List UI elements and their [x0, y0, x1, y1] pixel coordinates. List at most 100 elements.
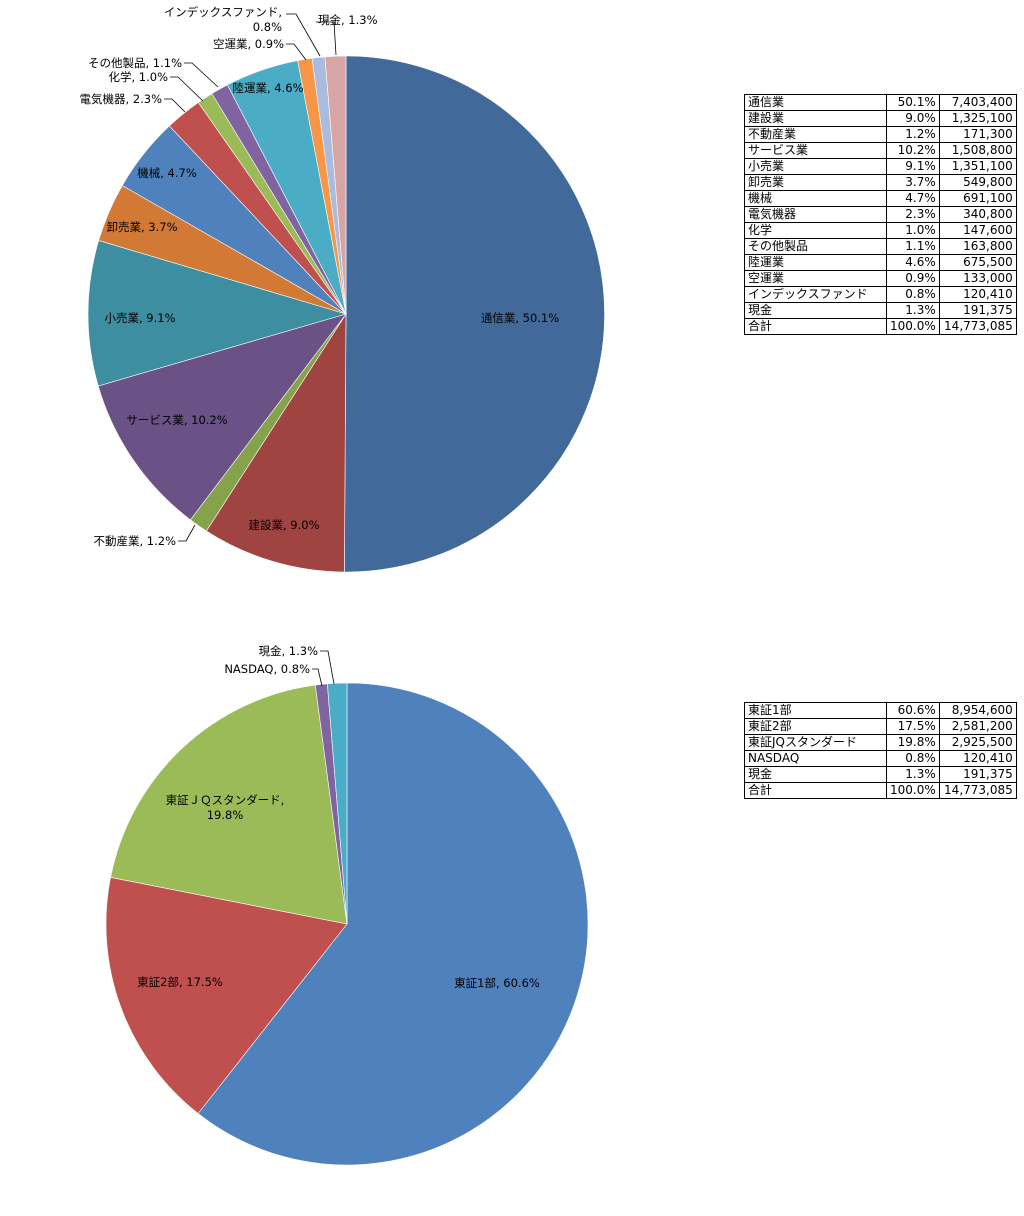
table-cell-label: 合計	[744, 318, 887, 335]
leader-line-5	[320, 650, 335, 685]
pie-slice-3	[110, 684, 348, 925]
table-row: 合計 100.0% 14,773,085	[744, 318, 1017, 335]
table-cell-percent: 100.0%	[886, 318, 940, 335]
pie-slice-1	[197, 682, 589, 1166]
table-cell-percent: 60.6%	[886, 702, 940, 719]
table-cell-label: 電気機器	[744, 206, 887, 223]
table-row: インデックスファンド 0.8% 120,410	[744, 286, 1017, 303]
table-cell-label: サービス業	[744, 142, 887, 159]
table-cell-amount: 675,500	[938, 254, 1017, 271]
table-cell-amount: 340,800	[938, 206, 1017, 223]
table-row: NASDAQ 0.8% 120,410	[744, 750, 1017, 767]
table-cell-label: 合計	[744, 782, 887, 799]
table-cell-percent: 19.8%	[886, 734, 940, 751]
table-row: 不動産業 1.2% 171,300	[744, 126, 1017, 143]
industry-table: 通信業 50.1% 7,403,400 建設業 9.0% 1,325,100 不動産業 1.2…	[744, 94, 1017, 335]
table-cell-label: 東証1部	[744, 702, 887, 719]
slice-label-2: 建設業, 9.0%	[248, 518, 319, 532]
table-cell-label: 現金	[744, 766, 887, 783]
pie-slice-5	[327, 682, 348, 925]
leader-line-13	[286, 13, 321, 57]
leader-line-4	[312, 668, 323, 687]
pie-slice-5	[87, 240, 348, 387]
slice-label-8: 電気機器, 2.3%	[79, 92, 162, 106]
table-cell-percent: 1.3%	[886, 766, 940, 783]
table-cell-percent: 1.1%	[886, 238, 940, 255]
table-row: 合計 100.0% 14,773,085	[744, 782, 1017, 799]
table-cell-amount: 171,300	[938, 126, 1017, 143]
pie-chart-market: 東証1部, 60.6% 東証2部, 17.5% 東証ＪＱスタンダード, 19.8% NA…	[105, 644, 589, 1166]
leader-line-14	[316, 21, 337, 56]
table-cell-label: 東証JQスタンダード	[744, 734, 887, 751]
slice-label-3: 東証ＪＱスタンダード, 19.8%	[166, 793, 285, 822]
table-cell-amount: 2,925,500	[938, 734, 1017, 751]
table-cell-percent: 1.3%	[886, 302, 940, 319]
slice-label-2: 東証2部, 17.5%	[137, 975, 223, 989]
table-cell-label: 不動産業	[744, 126, 887, 143]
table-cell-label: 通信業	[744, 94, 887, 111]
slice-label-1: 東証1部, 60.6%	[454, 976, 540, 990]
table-cell-label: 小売業	[744, 158, 887, 175]
table-cell-percent: 1.0%	[886, 222, 940, 239]
slice-label-12: 空運業, 0.9%	[213, 37, 284, 51]
slice-label-5: 現金, 1.3%	[258, 644, 318, 658]
leader-line-10	[184, 62, 219, 88]
table-cell-percent: 100.0%	[886, 782, 940, 799]
table-cell-amount: 8,954,600	[938, 702, 1017, 719]
table-cell-percent: 50.1%	[886, 94, 940, 111]
table-cell-percent: 9.0%	[886, 110, 940, 127]
table-cell-amount: 7,403,400	[938, 94, 1017, 111]
table-cell-percent: 10.2%	[886, 142, 940, 159]
table-row: 機械 4.7% 691,100	[744, 190, 1017, 207]
table-cell-amount: 691,100	[938, 190, 1017, 207]
table-cell-label: 現金	[744, 302, 887, 319]
table-cell-amount: 191,375	[938, 302, 1017, 319]
table-row: 東証JQスタンダード 19.8% 2,925,500	[744, 734, 1017, 751]
table-cell-amount: 1,508,800	[938, 142, 1017, 159]
leader-line-8	[164, 98, 186, 113]
table-row: 東証2部 17.5% 2,581,200	[744, 718, 1017, 735]
table-cell-label: 卸売業	[744, 174, 887, 191]
table-cell-label: 化学	[744, 222, 887, 239]
table-cell-label: 機械	[744, 190, 887, 207]
table-row: 電気機器 2.3% 340,800	[744, 206, 1017, 223]
table-cell-percent: 4.6%	[886, 254, 940, 271]
table-cell-amount: 191,375	[938, 766, 1017, 783]
table-cell-label: NASDAQ	[744, 750, 887, 767]
table-cell-label: 空運業	[744, 270, 887, 287]
leader-line-12	[286, 43, 307, 61]
table-cell-amount: 120,410	[938, 286, 1017, 303]
market-table: 東証1部 60.6% 8,954,600 東証2部 17.5% 2,581,200 東証JQ…	[744, 702, 1017, 799]
table-cell-label: 東証2部	[744, 718, 887, 735]
slice-label-11: 陸運業, 4.6%	[232, 81, 303, 95]
slice-label-13: インデックスファンド, 0.8%	[164, 5, 282, 34]
table-cell-label: インデックスファンド	[744, 286, 887, 303]
slice-label-9: 化学, 1.0%	[108, 70, 168, 84]
slice-label-14: 現金, 1.3%	[318, 13, 378, 27]
table-row: 通信業 50.1% 7,403,400	[744, 94, 1017, 111]
table-row: 卸売業 3.7% 549,800	[744, 174, 1017, 191]
table-row: 現金 1.3% 191,375	[744, 766, 1017, 783]
table-cell-percent: 0.8%	[886, 750, 940, 767]
table-cell-percent: 0.9%	[886, 270, 940, 287]
table-cell-percent: 3.7%	[886, 174, 940, 191]
slice-label-7: 機械, 4.7%	[137, 166, 197, 180]
table-cell-amount: 2,581,200	[938, 718, 1017, 735]
pie-slice-14	[324, 55, 347, 315]
table-cell-percent: 0.8%	[886, 286, 940, 303]
table-row: その他製品 1.1% 163,800	[744, 238, 1017, 255]
table-cell-percent: 1.2%	[886, 126, 940, 143]
table-cell-percent: 9.1%	[886, 158, 940, 175]
table-cell-amount: 120,410	[938, 750, 1017, 767]
pie-slice-1	[344, 55, 605, 573]
table-cell-label: 建設業	[744, 110, 887, 127]
pie-chart-industry: 通信業, 50.1% 建設業, 9.0% 不動産業, 1.2% サービス業, 10.2…	[79, 5, 605, 573]
slice-label-1: 通信業, 50.1%	[481, 311, 559, 325]
table-cell-amount: 1,351,100	[938, 158, 1017, 175]
slice-label-3: 不動産業, 1.2%	[93, 534, 176, 548]
table-cell-label: 陸運業	[744, 254, 887, 271]
table-cell-percent: 2.3%	[886, 206, 940, 223]
table-row: 化学 1.0% 147,600	[744, 222, 1017, 239]
leader-line-3	[178, 524, 196, 542]
